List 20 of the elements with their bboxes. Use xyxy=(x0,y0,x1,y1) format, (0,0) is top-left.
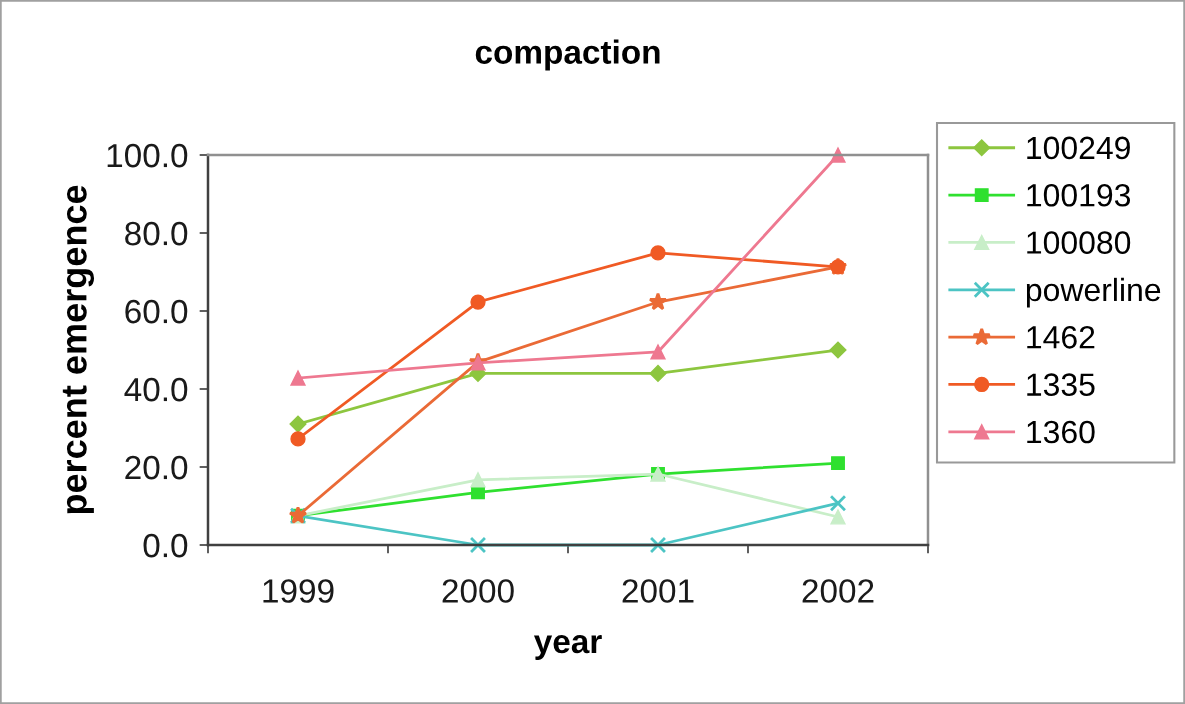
legend-label: 100193 xyxy=(1027,183,1131,207)
legend-label: 1360 xyxy=(1027,420,1095,444)
legend-label: powerline xyxy=(1026,277,1161,308)
x-tick-label: 2002 xyxy=(802,579,874,603)
y-tick-label: 0.0 xyxy=(143,533,188,558)
legend-label: 100080 xyxy=(1027,231,1131,254)
x-tick-label: 2001 xyxy=(622,579,694,603)
legend-label: 100249 xyxy=(1027,136,1130,160)
chart-title: compaction xyxy=(475,39,660,71)
y-tick-label: 60.0 xyxy=(125,299,188,324)
y-tick-label: 40.0 xyxy=(124,377,188,402)
x-tick-label: 1999 xyxy=(263,579,334,603)
y-tick-label: 100.0 xyxy=(107,143,188,168)
legend-label: 1335 xyxy=(1027,373,1095,396)
legend-label: 1462 xyxy=(1027,326,1095,349)
x-tick-label: 2000 xyxy=(442,579,514,603)
x-axis-title: year xyxy=(533,635,602,660)
y-tick-label: 80.0 xyxy=(125,221,188,246)
y-tick-label: 20.0 xyxy=(125,455,188,480)
y-axis-title: percent emergence xyxy=(62,185,95,514)
